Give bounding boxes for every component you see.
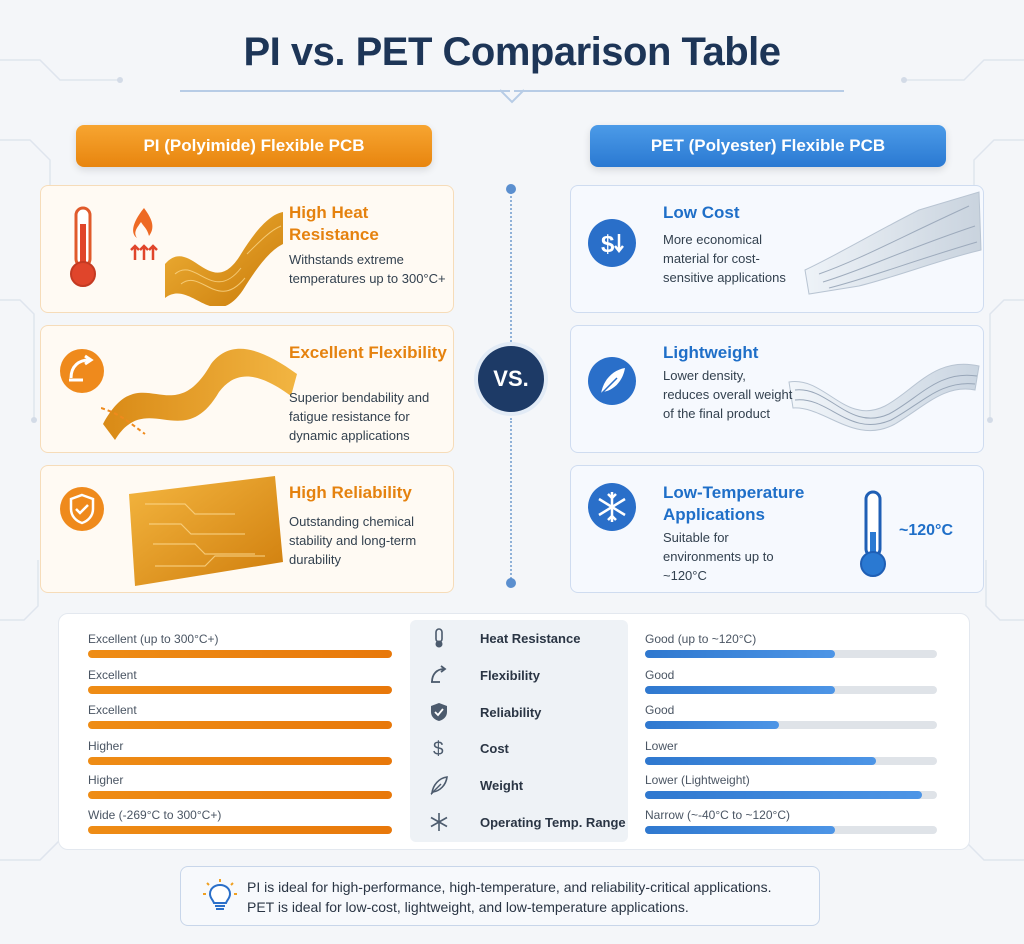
thermometer-icon bbox=[70, 206, 96, 287]
pet-card-title: Lightweight bbox=[663, 343, 759, 362]
pi-bar bbox=[88, 721, 392, 729]
pet-card-title: Low-Temperature Applications bbox=[663, 483, 805, 524]
feather-icon bbox=[588, 357, 636, 405]
summary-text: PI is ideal for high-performance, high-t… bbox=[247, 877, 771, 917]
dollar-down-icon: $ bbox=[588, 219, 636, 267]
flame-icon bbox=[130, 208, 158, 260]
pet-bar bbox=[645, 686, 835, 694]
shield-check-icon bbox=[60, 487, 104, 531]
pet-value-label: Good (up to ~120°C) bbox=[645, 632, 757, 646]
pi-bar bbox=[88, 686, 392, 694]
pi-pcb-image bbox=[165, 212, 283, 306]
pet-temp-label: ~120°C bbox=[899, 522, 953, 539]
pet-card-weight: Lightweight Lower density, reduces overa… bbox=[570, 325, 984, 453]
pi-card-desc: Outstanding chemical stability and long-… bbox=[289, 514, 417, 567]
svg-text:$: $ bbox=[601, 231, 615, 258]
shield-check-icon bbox=[431, 703, 447, 721]
lightbulb-icon bbox=[203, 879, 237, 910]
pet-bar-track bbox=[645, 686, 937, 694]
pet-pcb-weight-image bbox=[788, 363, 980, 431]
pet-card-desc: More economical material for cost-sensit… bbox=[663, 232, 786, 285]
vs-dot-top bbox=[506, 184, 516, 194]
bend-arrow-icon bbox=[60, 349, 104, 393]
pet-value-label: Good bbox=[645, 668, 675, 682]
pet-value-label: Narrow (~-40°C to ~120°C) bbox=[645, 808, 790, 822]
category-label: Heat Resistance bbox=[480, 631, 581, 646]
pi-card-desc: Withstands extreme temperatures up to 30… bbox=[289, 252, 446, 286]
title-notch bbox=[500, 89, 524, 104]
category-row: Reliability bbox=[410, 698, 628, 728]
comparison-categories: Heat Resistance Flexibility Reliability … bbox=[410, 620, 628, 842]
pet-value-label: Lower bbox=[645, 739, 678, 753]
pet-bar bbox=[645, 721, 779, 729]
dollar-icon: $ bbox=[433, 739, 444, 759]
vs-badge: VS. bbox=[478, 346, 544, 412]
pet-bar bbox=[645, 791, 922, 799]
bend-arrow-icon bbox=[431, 665, 447, 683]
pet-value-label: Lower (Lightweight) bbox=[645, 773, 750, 787]
pi-card-title: High Heat Resistance bbox=[289, 203, 379, 244]
category-row: Weight bbox=[410, 771, 628, 801]
summary-box: PI is ideal for high-performance, high-t… bbox=[180, 866, 820, 926]
category-row: Operating Temp. Range bbox=[410, 808, 628, 838]
pet-value-label: Good bbox=[645, 703, 675, 717]
vs-line-bottom bbox=[510, 418, 512, 582]
category-label: Cost bbox=[480, 741, 509, 756]
pi-value-label: Excellent bbox=[88, 703, 137, 717]
pet-card-cost: $ Low Cost More economical material for … bbox=[570, 185, 984, 313]
pet-card-lowtemp: ~120°C Low-Temperature Applications Suit… bbox=[570, 465, 984, 593]
pet-bar-track bbox=[645, 721, 937, 729]
thermometer-cold-icon bbox=[860, 490, 886, 577]
pi-value-label: Higher bbox=[88, 739, 124, 753]
vs-dot-bottom bbox=[506, 578, 516, 588]
summary-line-2: PET is ideal for low-cost, lightweight, … bbox=[247, 899, 689, 915]
pet-card-title: Low Cost bbox=[663, 203, 740, 222]
pi-card-flex: Excellent Flexibility Superior bendabili… bbox=[40, 325, 454, 453]
feather-icon bbox=[430, 776, 448, 796]
page-title: PI vs. PET Comparison Table bbox=[243, 30, 781, 74]
category-label: Flexibility bbox=[480, 668, 540, 683]
pet-card-desc: Suitable for environments up to ~120°C bbox=[663, 530, 774, 583]
pi-pcb-reliability-image bbox=[129, 476, 283, 586]
pi-bar bbox=[88, 757, 392, 765]
thermometer-icon bbox=[435, 628, 443, 648]
pet-bar-track bbox=[645, 791, 937, 799]
pi-card-title: Excellent Flexibility bbox=[289, 343, 447, 362]
pi-card-desc: Superior bendability and fatigue resista… bbox=[289, 390, 430, 443]
category-row: Flexibility bbox=[410, 661, 628, 691]
pi-bar bbox=[88, 791, 392, 799]
category-row: Heat Resistance bbox=[410, 624, 628, 654]
pi-card-reliability: High Reliability Outstanding chemical st… bbox=[40, 465, 454, 593]
category-label: Weight bbox=[480, 778, 524, 793]
pet-bar-track bbox=[645, 757, 937, 765]
title-underline-left bbox=[180, 90, 510, 92]
pet-bar bbox=[645, 757, 876, 765]
category-label: Operating Temp. Range bbox=[480, 815, 626, 830]
pet-card-desc: Lower density, reduces overall weight of… bbox=[663, 368, 793, 421]
summary-line-1: PI is ideal for high-performance, high-t… bbox=[247, 879, 772, 895]
pet-bar-track bbox=[645, 826, 937, 834]
svg-text:$: $ bbox=[433, 739, 444, 759]
snowflake-icon bbox=[430, 813, 448, 831]
pi-value-label: Wide (-269°C to 300°C+) bbox=[88, 808, 222, 822]
pi-value-label: Higher bbox=[88, 773, 124, 787]
pi-card-heat: High Heat Resistance Withstands extreme … bbox=[40, 185, 454, 313]
pi-header: PI (Polyimide) Flexible PCB bbox=[76, 125, 432, 167]
pet-bar-track bbox=[645, 650, 937, 658]
pi-card-title: High Reliability bbox=[289, 483, 412, 502]
pi-bar bbox=[88, 650, 392, 658]
pi-value-label: Excellent bbox=[88, 668, 137, 682]
title-underline-right bbox=[514, 90, 844, 92]
pet-bar bbox=[645, 826, 835, 834]
pi-bar bbox=[88, 826, 392, 834]
pet-pcb-image bbox=[804, 191, 982, 295]
category-label: Reliability bbox=[480, 705, 542, 720]
pi-value-label: Excellent (up to 300°C+) bbox=[88, 632, 219, 646]
vs-line-top bbox=[510, 192, 512, 342]
category-row: $ Cost bbox=[410, 734, 628, 764]
pi-pcb-flex-image bbox=[101, 348, 297, 440]
pet-bar bbox=[645, 650, 835, 658]
snowflake-icon bbox=[588, 483, 636, 531]
pet-header: PET (Polyester) Flexible PCB bbox=[590, 125, 946, 167]
